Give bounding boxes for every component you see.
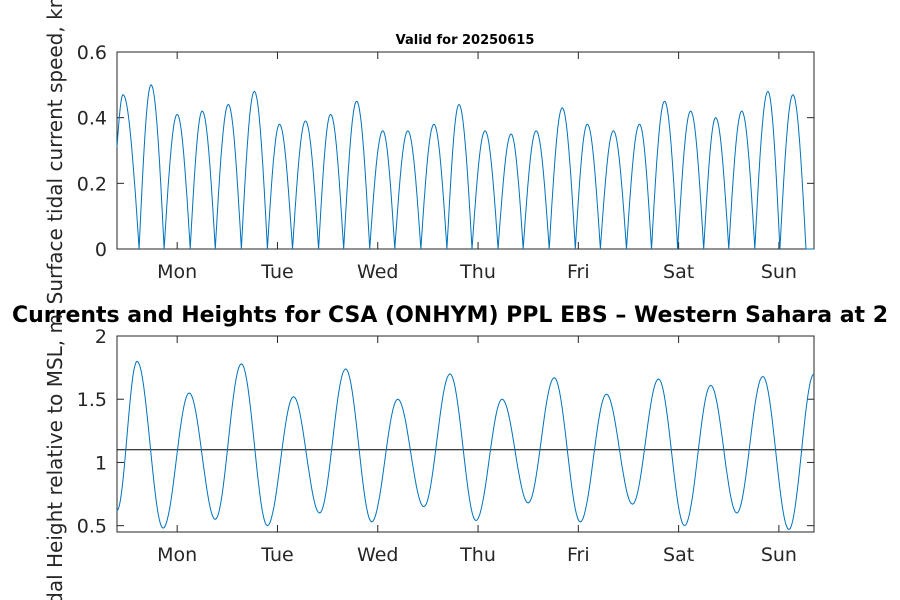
y-tick-label: 0.5 — [77, 516, 107, 538]
current-speed-y-axis-label: Surface tidal current speed, kn — [43, 0, 67, 304]
chart-main-title: Currents and Heights for CSA (ONHYM) PPL… — [12, 303, 888, 328]
tidal-height-axes-box — [116, 335, 815, 533]
x-tick-label: Sun — [761, 544, 797, 566]
x-tick-label: Thu — [459, 261, 496, 283]
current-speed-axes-box — [116, 51, 815, 250]
tidal-height-series-line — [116, 360, 815, 531]
x-tick-label: Tue — [260, 544, 293, 566]
x-tick-label: Mon — [157, 544, 197, 566]
x-tick-label: Fri — [567, 544, 590, 566]
y-tick-label: 2 — [95, 326, 107, 348]
chart-top-title: Valid for 20250615 — [396, 33, 535, 48]
y-tick-label: 1.5 — [77, 389, 107, 411]
y-tick-label: 0.6 — [77, 42, 107, 64]
x-tick-label: Sat — [663, 544, 694, 566]
current-speed-plot: 0 0.2 0.4 0.6 Mon Tue Wed Thu Fri Sat Sun Surface… — [43, 0, 815, 304]
tidal-height-y-axis-label: Tidal Height relative to MSL, m — [43, 314, 67, 600]
current-speed-x-ticks: Mon Tue Wed Thu Fri Sat Sun — [157, 52, 797, 283]
tidal-height-y-ticks: 0.5 1 1.5 2 — [77, 326, 814, 538]
x-tick-label: Wed — [357, 544, 398, 566]
y-tick-label: 0.2 — [77, 173, 107, 195]
current-speed-series-line — [116, 84, 814, 250]
x-tick-label: Mon — [157, 261, 197, 283]
y-tick-label: 0.4 — [77, 108, 107, 130]
tidal-height-x-ticks: Mon Tue Wed Thu Fri Sat Sun — [157, 336, 797, 566]
x-tick-label: Sun — [761, 261, 797, 283]
y-tick-label: 1 — [95, 452, 107, 474]
x-tick-label: Sat — [663, 261, 694, 283]
y-tick-label: 0 — [95, 239, 107, 261]
x-tick-label: Thu — [459, 544, 496, 566]
x-tick-label: Fri — [567, 261, 590, 283]
x-tick-label: Tue — [260, 261, 293, 283]
tidal-height-plot: 0.5 1 1.5 2 Mon Tue Wed Thu Fri Sat Sun Tidal Hei… — [43, 314, 815, 600]
current-speed-y-ticks: 0 0.2 0.4 0.6 — [77, 42, 814, 261]
x-tick-label: Wed — [357, 261, 398, 283]
